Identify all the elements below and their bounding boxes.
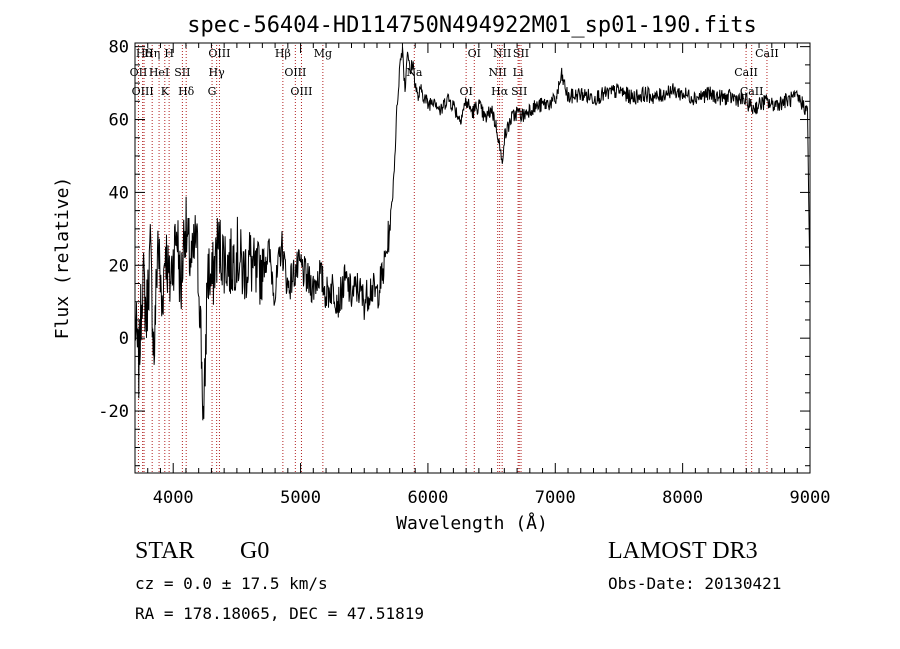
line-marker-label: CaII (734, 66, 758, 79)
object-subclass: G0 (240, 538, 270, 564)
line-marker-label: OIII (284, 66, 306, 79)
line-marker-labels: HδOIIOIIIHηHeIKHSIIHδOIIIHγGHβOIIIOIIIMg… (130, 47, 779, 98)
chart-title: spec-56404-HD114750N494922M01_sp01-190.f… (187, 13, 757, 38)
x-axis: 4000 5000 6000 7000 8000 9000 (134, 43, 831, 508)
line-marker-label: OIII (290, 85, 312, 98)
line-marker-label: Hα (491, 85, 509, 98)
line-marker-label: Mg (314, 47, 332, 60)
plot-frame (134, 42, 811, 474)
line-marker-label: SII (511, 85, 527, 98)
y-tick-label: 60 (109, 111, 129, 131)
object-class: STAR (135, 538, 195, 564)
obs-date-text: Obs-Date: 20130421 (608, 574, 782, 593)
line-marker-label: H (164, 47, 174, 60)
x-tick-label: 5000 (280, 488, 321, 508)
line-marker-label: CaII (755, 47, 779, 60)
x-tick-label: 6000 (407, 488, 448, 508)
line-marker-label: Li (513, 66, 524, 79)
line-marker-label: OI (468, 47, 481, 60)
line-marker-label: Hβ (275, 47, 291, 60)
line-marker-label: SII (513, 47, 529, 60)
survey-name: LAMOST DR3 (608, 538, 758, 564)
line-marker-label: Hδ (136, 47, 153, 60)
line-marker-label: K (161, 85, 170, 98)
redshift-text: cz = 0.0 ± 17.5 km/s (135, 574, 328, 593)
y-tick-label: 20 (109, 256, 129, 276)
x-axis-label: Wavelength (Å) (396, 512, 548, 534)
line-marker-label: OIII (132, 85, 154, 98)
line-marker-label: NII (493, 47, 511, 60)
coordinates-text: RA = 178.18065, DEC = 47.51819 (135, 604, 424, 623)
x-tick-label: 9000 (790, 488, 831, 508)
line-marker-label: OII (130, 66, 148, 79)
line-marker-label: SII (174, 66, 190, 79)
line-marker-label: OI (459, 85, 472, 98)
line-marker-label: Hγ (209, 66, 226, 79)
line-marker-label: NII (489, 66, 507, 79)
y-tick-label: 40 (109, 183, 129, 203)
x-tick-label: 8000 (662, 488, 703, 508)
y-axis: -20 0 20 40 60 80 (98, 38, 810, 467)
series-line-flux (134, 46, 811, 421)
y-axis-label: Flux (relative) (52, 177, 73, 340)
y-tick-label: 80 (109, 38, 129, 58)
y-tick-label: -20 (98, 402, 129, 422)
line-marker-label: Hδ (178, 85, 195, 98)
x-tick-label: 7000 (535, 488, 576, 508)
line-marker-label: G (208, 85, 217, 98)
y-tick-label: 0 (119, 329, 129, 349)
line-marker-label: HeI (149, 66, 169, 79)
line-marker-label: OIII (208, 47, 230, 60)
line-marker-label: Hη (144, 47, 160, 60)
x-tick-label: 4000 (153, 488, 194, 508)
